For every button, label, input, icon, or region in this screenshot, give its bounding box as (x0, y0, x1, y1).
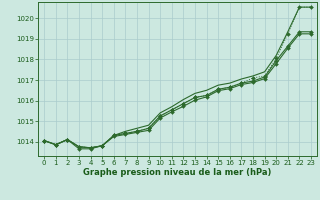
X-axis label: Graphe pression niveau de la mer (hPa): Graphe pression niveau de la mer (hPa) (84, 168, 272, 177)
